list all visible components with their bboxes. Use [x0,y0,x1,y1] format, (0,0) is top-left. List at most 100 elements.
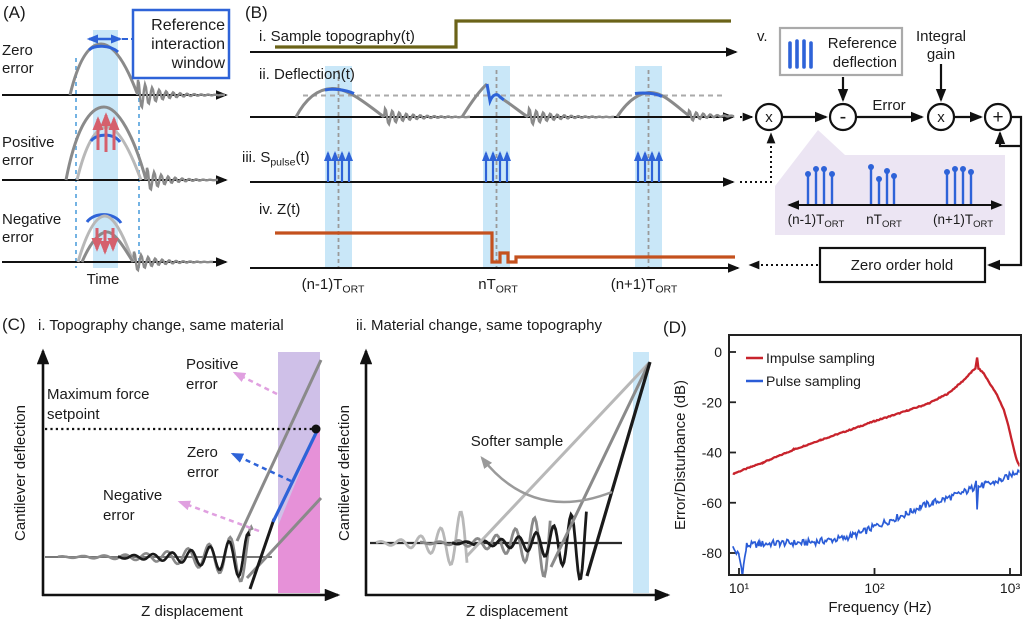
stem-dot [960,166,966,172]
zero-order-hold-label: Zero order hold [851,257,954,274]
approach-oscillation-gray [57,524,254,583]
spulse-to-multiplier-dotted [740,132,776,183]
max-force-label: Maximum force [47,386,150,403]
panel-c-i: (C) i. Topography change, same material … [2,315,341,620]
time-tick-n-plus-1: (n+1)TORT [611,276,678,296]
stem-dot [829,171,835,177]
multiplier-circle [754,102,784,132]
cii-title: ii. Material change, same topography [356,317,602,334]
stem-dot [944,169,950,175]
positive-error-line [235,359,323,542]
multiplier-symbol: x [765,109,773,126]
integral-gain-label: gain [927,46,955,63]
deflection-hump-2-fall [503,98,529,119]
ci-xlabel: Z displacement [141,603,244,620]
ci-negative-label: error [103,507,135,524]
ringdown-oscillation [526,105,615,127]
medium-sample-line [549,362,651,568]
ci-positive-label: error [186,376,218,393]
ci-zero-label: error [187,464,219,481]
time-axis-label: Time [87,271,120,288]
zero-error-pointer-arrow [230,452,292,483]
z-signal [275,231,735,264]
force-curve-rise [248,518,276,590]
subtractor-circle [828,102,858,132]
stem-dot [891,173,897,179]
panel-ci-oscillations [57,524,254,583]
deflection-signal-label: ii. Deflection(t) [259,66,355,83]
positive-error-label: Positive [2,134,55,151]
stem-dot [876,176,882,182]
reference-deflection-box [778,26,904,77]
reference-deflection-pulse-icon [788,39,813,69]
deflection-hump-1-blue [324,87,355,95]
y-tick-label: -60 [702,495,722,511]
negative-error-light-curve [76,214,135,263]
stem-dot [821,166,827,172]
x-tick-label: 10² [864,580,885,596]
positive-error-label: error [2,152,34,169]
integral-gain-label: Integral [916,28,966,45]
reference-window-box [131,8,231,80]
positive-error-pointer-arrow [232,371,278,396]
ci-negative-label: Negative [103,487,162,504]
z-signal-label: iv. Z(t) [259,201,300,218]
stem-tick-n-plus-1: (n+1)TORT [933,212,993,230]
stem-dot [952,166,958,172]
reference-deflection-label: Reference [828,35,897,52]
v-label: v. [757,28,768,45]
stem-dot [805,171,811,177]
chart-plot-box [728,334,1022,576]
y-tick-label: 0 [714,344,722,360]
adder-feedback-loop [994,131,1021,148]
stiffest-sample-line [585,361,652,577]
stem-dot [813,166,819,172]
ci-positive-label: Positive [186,356,239,373]
stem-dot [868,164,874,170]
cii-ylabel: Cantilever deflection [336,405,353,541]
y-tick-label: -20 [702,394,722,410]
softer-sample-arrow [480,456,613,504]
stem-tick-n: nTORT [866,212,902,230]
ringdown-oscillation [382,105,471,127]
x-tick-label: 10³ [1000,580,1021,596]
spulse-signal-label: iii. Spulse(t) [242,149,310,169]
negative-error-label: Negative [2,211,61,228]
topography-signal-label: i. Sample topography(t) [259,28,415,45]
panel-a: Reference interaction window (A) Zero er… [2,3,231,288]
chart-xlabel: Frequency (Hz) [828,599,931,616]
gain-multiplier-circle [926,102,956,132]
negative-error-label: error [2,229,34,246]
softer-sample-label: Softer sample [471,433,564,450]
ringdown-oscillation [686,108,735,123]
reference-window-text: Reference [151,17,225,34]
y-tick-label: -40 [702,445,722,461]
deflection-hump-2-rise [460,82,489,118]
max-force-label: setpoint [47,406,100,423]
panel-d-label: (D) [663,318,687,337]
adder-symbol: + [992,107,1003,128]
panel-b-label: (B) [245,3,268,22]
panel-a-label: (A) [3,3,26,22]
reference-window-text: window [171,55,226,72]
time-tick-n: nTORT [478,276,518,296]
ci-title: i. Topography change, same material [38,317,284,334]
approach-oscillation-light [375,510,469,567]
negative-error-actual-curve [80,230,135,263]
zero-error-reference-cap [87,44,120,54]
zero-error-line [271,430,319,523]
reference-deflection-label: deflection [833,54,897,71]
stem-dot [884,168,890,174]
ci-ylabel: Cantilever deflection [12,405,29,541]
subtractor-symbol: - [840,106,847,128]
gain-multiplier-symbol: x [937,109,945,126]
chart-dynamic-content: 0 -20 -40 -60 -80 10¹ 10² 10³ Impulse sampling Pu… [702,344,1021,596]
stem-dot [968,169,974,175]
panel-b: (B) i. Sample topography(t) ii. Deflecti… [242,3,818,296]
setpoint-marker-dot [311,424,321,434]
cii-xlabel: Z displacement [466,603,569,620]
approach-oscillation-black [117,530,251,579]
deflection-hump-3-blue [634,91,663,98]
